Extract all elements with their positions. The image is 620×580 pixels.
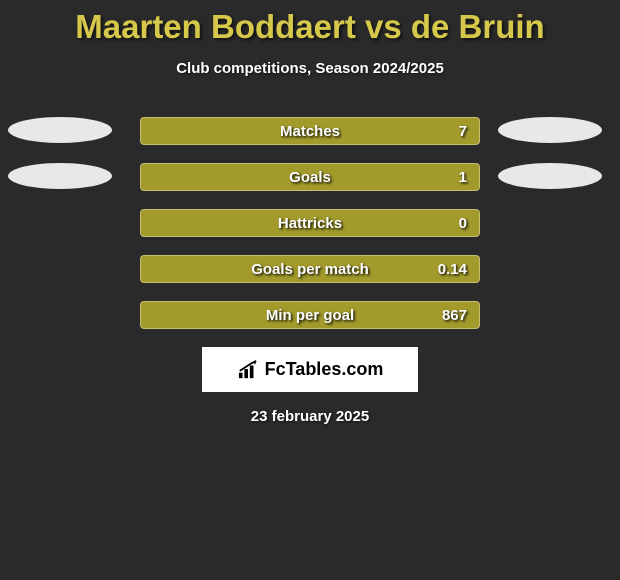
fctables-logo: FcTables.com [202, 347, 418, 392]
logo-text: FcTables.com [265, 359, 384, 380]
right-oval [498, 117, 602, 143]
stat-bar: Matches 7 [140, 117, 480, 145]
stat-bar: Goals 1 [140, 163, 480, 191]
stat-bar: Min per goal 867 [140, 301, 480, 329]
stat-bar: Goals per match 0.14 [140, 255, 480, 283]
stat-row: Hattricks 0 [0, 209, 620, 237]
stat-value: 1 [459, 169, 467, 186]
update-date: 23 february 2025 [0, 408, 620, 425]
stat-row: Min per goal 867 [0, 301, 620, 329]
stat-label: Matches [280, 123, 340, 140]
stat-label: Goals [289, 169, 331, 186]
stat-label: Goals per match [251, 261, 369, 278]
stats-chart: Matches 7 Goals 1 Hattricks 0 Goals per match 0… [0, 117, 620, 329]
left-oval [8, 163, 112, 189]
stat-row: Matches 7 [0, 117, 620, 145]
comparison-title: Maarten Boddaert vs de Bruin [0, 0, 620, 46]
chart-icon [237, 360, 259, 380]
stat-label: Hattricks [278, 215, 342, 232]
stat-label: Min per goal [266, 307, 354, 324]
left-oval [8, 117, 112, 143]
stat-row: Goals 1 [0, 163, 620, 191]
season-subtitle: Club competitions, Season 2024/2025 [0, 60, 620, 77]
stat-value: 0.14 [438, 261, 467, 278]
stat-row: Goals per match 0.14 [0, 255, 620, 283]
stat-value: 867 [442, 307, 467, 324]
stat-value: 0 [459, 215, 467, 232]
stat-value: 7 [459, 123, 467, 140]
stat-bar: Hattricks 0 [140, 209, 480, 237]
right-oval [498, 163, 602, 189]
